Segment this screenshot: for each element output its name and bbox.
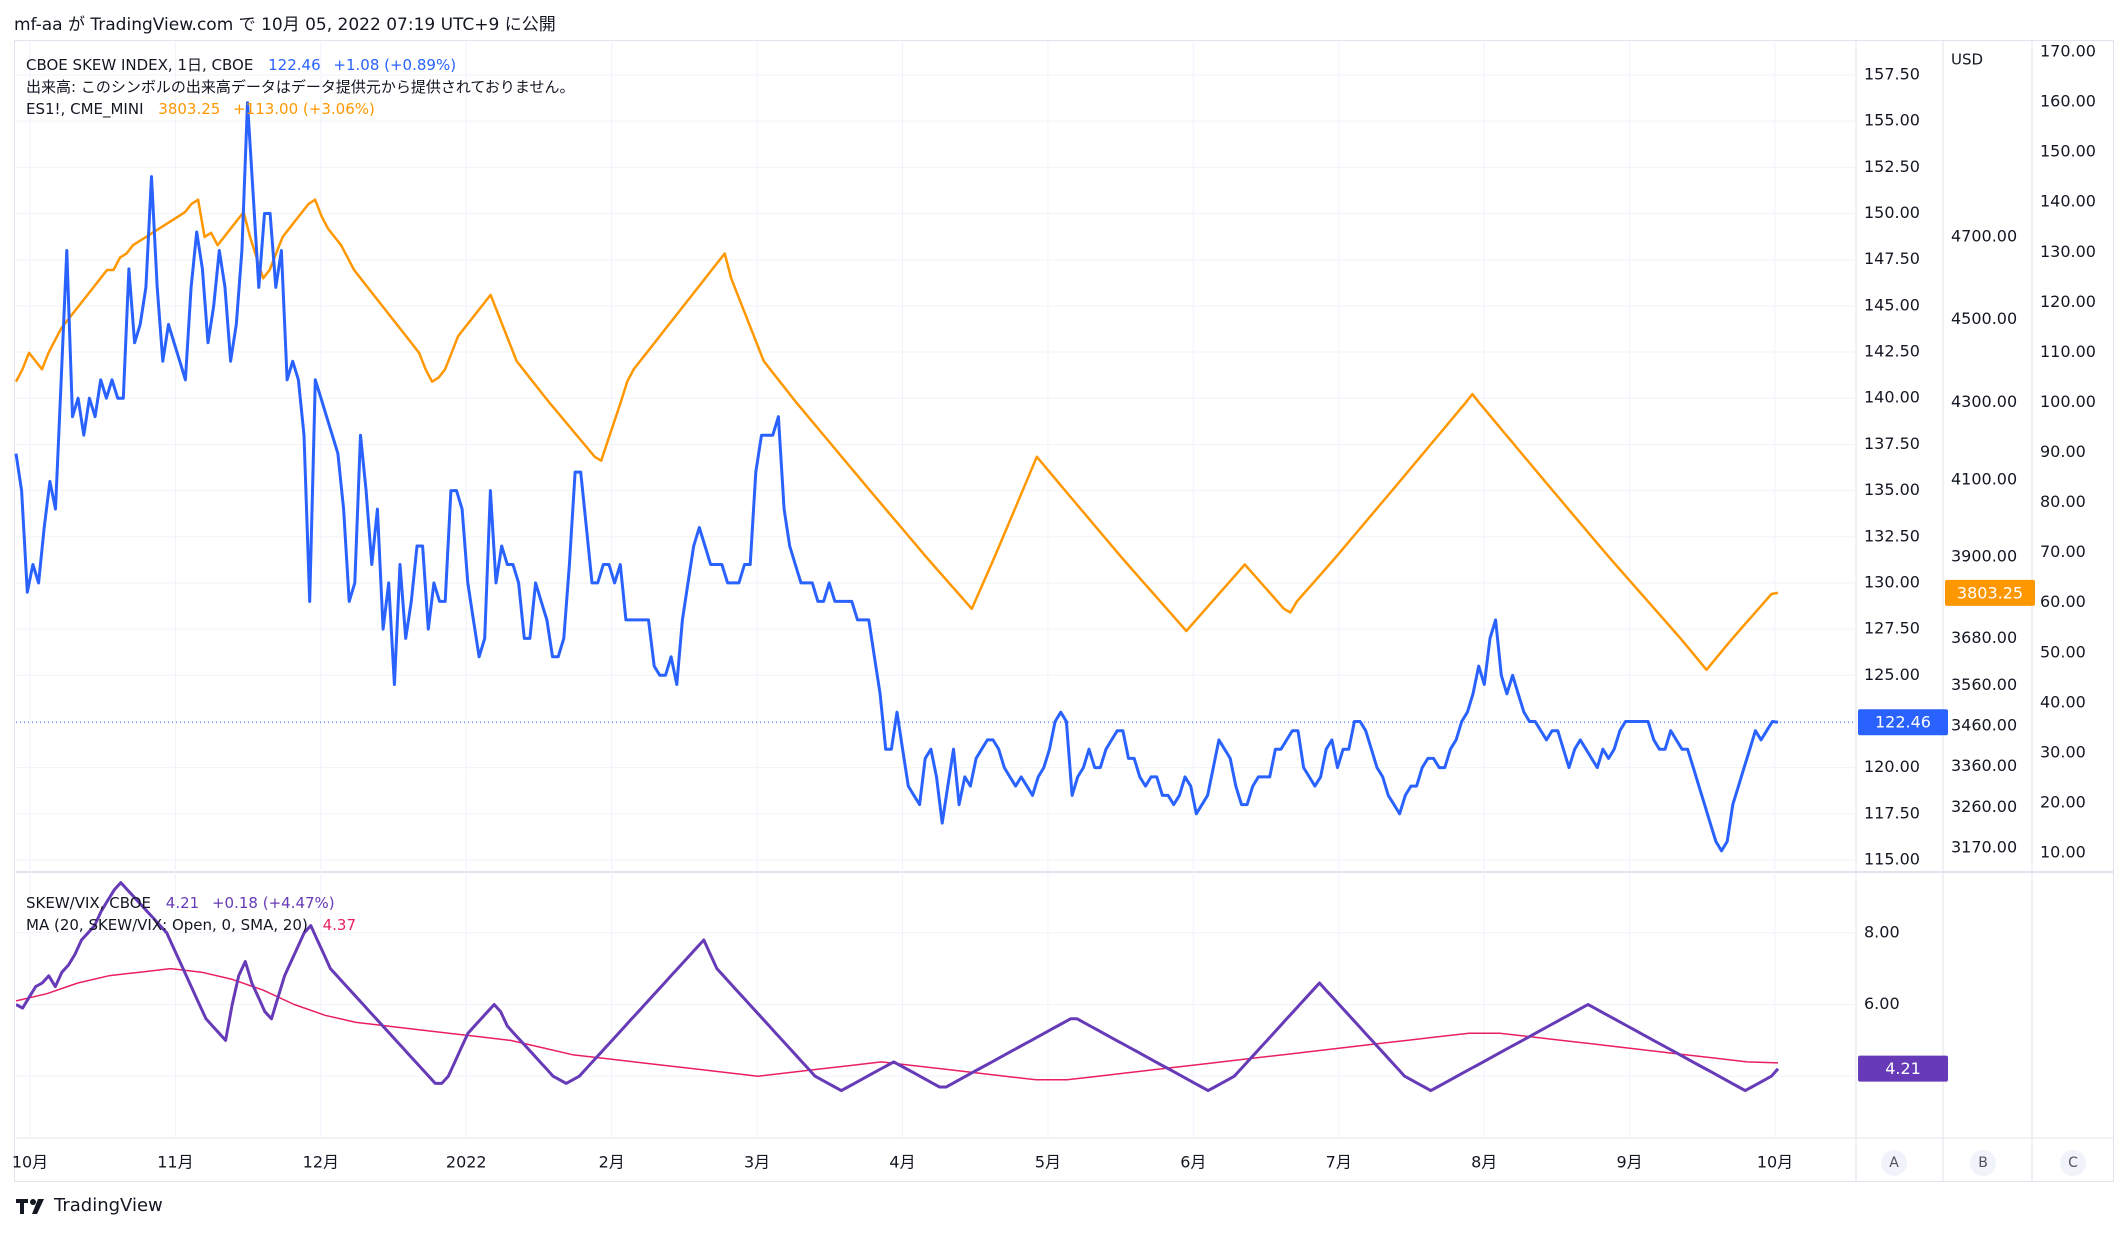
price-tag-ratio-bg xyxy=(1858,1055,1948,1082)
axis-tick-skew: 127.50 xyxy=(1864,619,1920,638)
scale-button-label: B xyxy=(1978,1155,1988,1171)
axis-tick-skew: 135.00 xyxy=(1864,480,1920,499)
footer-brand-label: TradingView xyxy=(54,1195,163,1216)
legend-sub: SKEW/VIX, CBOE 4.21 +0.18 (+4.47%) MA (2… xyxy=(26,892,356,936)
axis-tick-c: 70.00 xyxy=(2040,542,2086,561)
series-line-skew xyxy=(14,101,1779,853)
axis-tick-c: 100.00 xyxy=(2040,392,2096,411)
axis-tick-c: 140.00 xyxy=(2040,192,2096,211)
axis-tick-skew: 140.00 xyxy=(1864,388,1920,407)
axis-tick-time: 10月 xyxy=(1757,1153,1793,1172)
axis-tick-es: 4300.00 xyxy=(1951,392,2017,411)
axis-tick-time: 10月 xyxy=(12,1153,48,1172)
legend-ma[interactable]: MA (20, SKEW/VIX: Open, 0, SMA, 20) 4.37 xyxy=(26,916,357,934)
axis-tick-es: 3360.00 xyxy=(1951,756,2017,775)
axis-tick-c: 60.00 xyxy=(2040,592,2086,611)
legend-skew[interactable]: CBOE SKEW INDEX, 1日, CBOE 122.46 +1.08 (… xyxy=(26,56,457,74)
axis-tick-es: 3560.00 xyxy=(1951,675,2017,694)
price-tag-skew-bg xyxy=(1858,709,1948,736)
axis-tick-time: 8月 xyxy=(1471,1153,1497,1172)
legend-es[interactable]: ES1!, CME_MINI 3803.25 +113.00 (+3.06%) xyxy=(26,100,375,118)
axis-tick-time: 6月 xyxy=(1180,1153,1206,1172)
axis-tick-skew: 125.00 xyxy=(1864,665,1920,684)
axis-tick-c: 120.00 xyxy=(2040,292,2096,311)
price-tag-skew: 122.46 xyxy=(1875,713,1931,732)
axis-tick-skew: 142.50 xyxy=(1864,342,1920,361)
legend-main: CBOE SKEW INDEX, 1日, CBOE 122.46 +1.08 (… xyxy=(26,54,574,120)
axis-tick-time: 9月 xyxy=(1616,1153,1642,1172)
series-line-es xyxy=(14,198,1779,672)
axis-tick-skew: 147.50 xyxy=(1864,249,1920,268)
axis-tick-c: 40.00 xyxy=(2040,692,2086,711)
axis-tick-c: 30.00 xyxy=(2040,742,2086,761)
axis-tick-c: 50.00 xyxy=(2040,642,2086,661)
price-tag-ratio: 4.21 xyxy=(1885,1059,1921,1078)
axis-tick-es: 3170.00 xyxy=(1951,838,2017,857)
price-tag-es: 3803.25 xyxy=(1957,583,2023,602)
price-tag-es-bg xyxy=(1945,579,2035,606)
axis-tick-time: 7月 xyxy=(1326,1153,1352,1172)
legend-volume-note: 出来高: このシンボルの出来高データはデータ提供元から提供されておりません。 xyxy=(26,78,575,96)
axis-tick-c: 90.00 xyxy=(2040,442,2086,461)
footer-brand[interactable]: TradingView xyxy=(14,1195,163,1216)
scale-button-label: C xyxy=(2068,1155,2078,1171)
axis-tick-c: 20.00 xyxy=(2040,792,2086,811)
axis-tick-es: 3680.00 xyxy=(1951,628,2017,647)
axis-tick-es: 3900.00 xyxy=(1951,547,2017,566)
axis-tick-skew: 152.50 xyxy=(1864,157,1920,176)
axis-tick-c: 130.00 xyxy=(2040,242,2096,261)
axis-tick-es: 4500.00 xyxy=(1951,309,2017,328)
series-line-ratio xyxy=(16,881,1780,1093)
axis-tick-time: 5月 xyxy=(1035,1153,1061,1172)
axis-tick-es: 4700.00 xyxy=(1951,226,2017,245)
axis-tick-sub: 8.00 xyxy=(1864,922,1900,941)
legend-ratio[interactable]: SKEW/VIX, CBOE 4.21 +0.18 (+4.47%) xyxy=(26,894,335,912)
axis-tick-skew: 115.00 xyxy=(1864,850,1920,869)
axis-tick-skew: 117.50 xyxy=(1864,803,1920,822)
axis-tick-skew: 157.50 xyxy=(1864,65,1920,84)
axis-tick-time: 4月 xyxy=(889,1153,915,1172)
axis-tick-c: 80.00 xyxy=(2040,492,2086,511)
axis-tick-skew: 150.00 xyxy=(1864,203,1920,222)
axis-tick-skew: 145.00 xyxy=(1864,295,1920,314)
axis-tick-time: 2月 xyxy=(599,1153,625,1172)
axis-tick-c: 150.00 xyxy=(2040,142,2096,161)
axis-tick-time: 11月 xyxy=(157,1153,193,1172)
axis-tick-time: 3月 xyxy=(744,1153,770,1172)
axis-tick-skew: 155.00 xyxy=(1864,111,1920,130)
tradingview-logo-icon xyxy=(16,1198,44,1214)
axis-tick-c: 170.00 xyxy=(2040,42,2096,61)
axis-tick-skew: 130.00 xyxy=(1864,572,1920,591)
scale-button-a[interactable] xyxy=(1881,1150,1907,1176)
axis-tick-skew: 120.00 xyxy=(1864,757,1920,776)
axis-tick-es: 3260.00 xyxy=(1951,797,2017,816)
scale-button-label: A xyxy=(1889,1155,1899,1171)
axis-tick-time: 2022 xyxy=(446,1153,487,1172)
axis-tick-sub: 6.00 xyxy=(1864,994,1900,1013)
axis-tick-skew: 132.50 xyxy=(1864,526,1920,545)
axis-tick-es: 4100.00 xyxy=(1951,470,2017,489)
axis-tick-c: 110.00 xyxy=(2040,342,2096,361)
axis-tick-c: 10.00 xyxy=(2040,843,2086,862)
axis-tick-skew: 137.50 xyxy=(1864,434,1920,453)
chart-frame xyxy=(14,40,2114,1182)
axis-header-usd: USD xyxy=(1951,51,1983,69)
scale-button-c[interactable] xyxy=(2060,1150,2086,1176)
scale-button-b[interactable] xyxy=(1970,1150,1996,1176)
axis-tick-c: 160.00 xyxy=(2040,92,2096,111)
axis-tick-es: 3460.00 xyxy=(1951,716,2017,735)
axis-tick-time: 12月 xyxy=(303,1153,339,1172)
publish-header: mf-aa が TradingView.com で 10月 05, 2022 0… xyxy=(14,15,556,35)
